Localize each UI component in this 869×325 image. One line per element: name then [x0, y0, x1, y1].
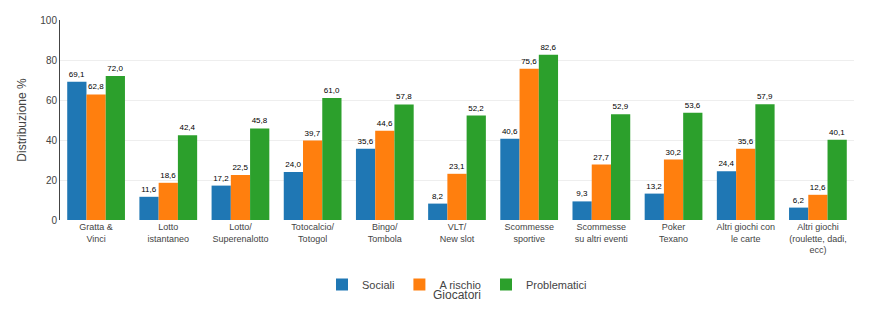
svg-text:Totocalcio/Totogol: Totocalcio/Totogol — [291, 222, 334, 244]
svg-text:40: 40 — [46, 135, 58, 146]
svg-text:53,6: 53,6 — [685, 101, 701, 110]
svg-text:57,9: 57,9 — [757, 92, 773, 101]
svg-text:Altri giochi conle carte: Altri giochi conle carte — [716, 222, 775, 244]
svg-text:11,6: 11,6 — [141, 185, 157, 194]
svg-text:39,7: 39,7 — [305, 129, 321, 138]
svg-text:Problematici: Problematici — [526, 279, 587, 291]
svg-text:24,0: 24,0 — [285, 160, 301, 169]
svg-text:80: 80 — [46, 55, 58, 66]
svg-text:6,2: 6,2 — [793, 196, 805, 205]
svg-text:Scommessesu altri eventi: Scommessesu altri eventi — [575, 222, 628, 244]
svg-text:30,2: 30,2 — [665, 148, 681, 157]
svg-text:69,1: 69,1 — [69, 70, 85, 79]
svg-text:62,8: 62,8 — [88, 82, 104, 91]
svg-text:40,6: 40,6 — [502, 127, 518, 136]
svg-text:8,2: 8,2 — [432, 192, 444, 201]
svg-text:Scommessesportive: Scommessesportive — [504, 222, 554, 244]
svg-text:82,6: 82,6 — [540, 43, 556, 52]
svg-text:Lottoistantaneo: Lottoistantaneo — [147, 222, 189, 244]
svg-text:18,6: 18,6 — [160, 171, 176, 180]
svg-text:Giocatori: Giocatori — [433, 288, 481, 302]
svg-text:17,2: 17,2 — [213, 174, 229, 183]
svg-text:100: 100 — [40, 15, 57, 26]
svg-text:20: 20 — [46, 175, 58, 186]
svg-text:Lotto/Superenalotto: Lotto/Superenalotto — [212, 222, 268, 244]
svg-text:61,0: 61,0 — [324, 86, 340, 95]
svg-text:Altri giochi(roulette, dadi,ec: Altri giochi(roulette, dadi,ecc) — [789, 222, 847, 255]
svg-text:22,5: 22,5 — [232, 163, 248, 172]
svg-text:A rischio: A rischio — [439, 279, 481, 291]
svg-text:0: 0 — [51, 215, 57, 226]
svg-text:Distribuzione %: Distribuzione % — [15, 78, 29, 162]
svg-text:57,8: 57,8 — [396, 92, 412, 101]
svg-text:44,6: 44,6 — [377, 119, 393, 128]
svg-text:42,4: 42,4 — [179, 123, 195, 132]
svg-text:52,9: 52,9 — [613, 102, 629, 111]
svg-text:27,7: 27,7 — [593, 153, 609, 162]
svg-text:VLT/New slot: VLT/New slot — [440, 222, 475, 244]
svg-text:24,4: 24,4 — [718, 159, 734, 168]
svg-text:35,6: 35,6 — [738, 137, 754, 146]
svg-text:12,6: 12,6 — [810, 183, 826, 192]
svg-text:75,6: 75,6 — [521, 57, 537, 66]
svg-text:9,3: 9,3 — [576, 189, 588, 198]
svg-text:Sociali: Sociali — [362, 279, 394, 291]
svg-text:13,2: 13,2 — [646, 182, 662, 191]
svg-text:PokerTexano: PokerTexano — [659, 222, 688, 244]
svg-text:72,0: 72,0 — [107, 64, 123, 73]
svg-text:Gratta &Vinci: Gratta &Vinci — [79, 222, 113, 244]
svg-text:60: 60 — [46, 95, 58, 106]
svg-text:45,8: 45,8 — [252, 116, 268, 125]
svg-text:23,1: 23,1 — [449, 162, 465, 171]
svg-text:35,6: 35,6 — [358, 137, 374, 146]
svg-text:40,1: 40,1 — [829, 128, 845, 137]
svg-text:Bingo/Tombola: Bingo/Tombola — [368, 222, 402, 244]
svg-text:52,2: 52,2 — [468, 104, 484, 113]
